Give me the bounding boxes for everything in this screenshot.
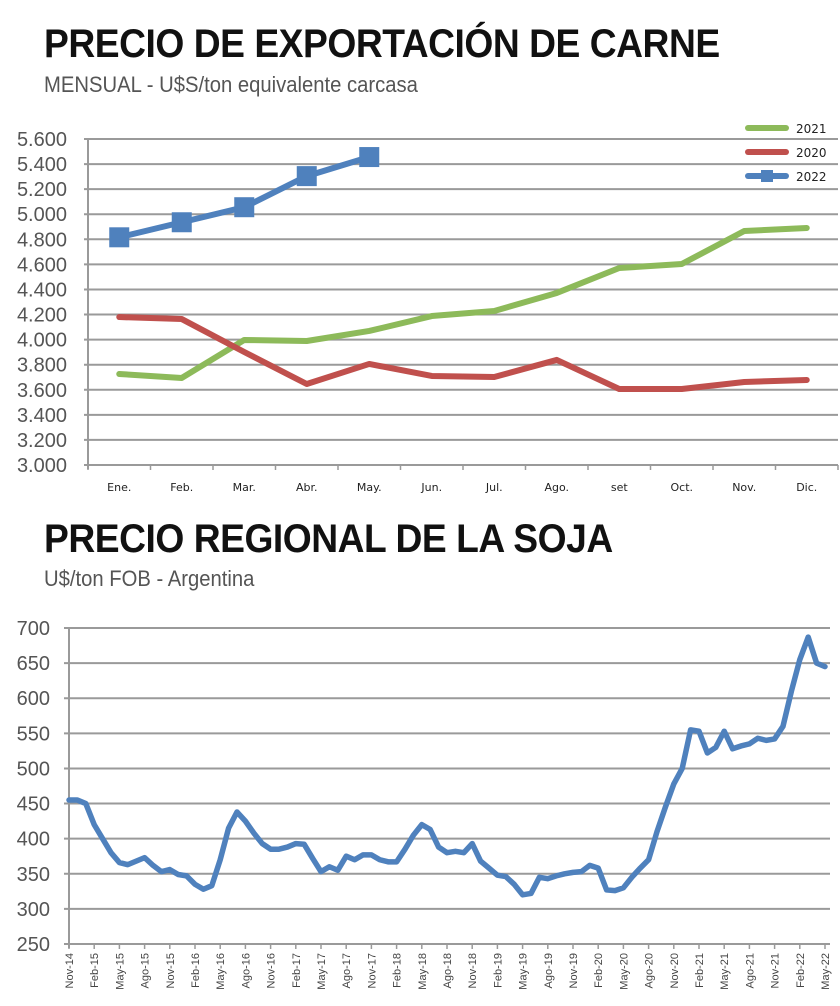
- soy-x-tick-label: Nov-21: [770, 953, 782, 988]
- soy-x-tick-label: Ago-15: [140, 953, 152, 988]
- meat-point-2022: [296, 166, 317, 187]
- soy-y-tick-label: 550: [17, 723, 50, 745]
- soy-x-tick-label: Ago-19: [543, 953, 555, 988]
- meat-y-tick-label: 5.000: [17, 204, 67, 226]
- meat-chart-subtitle: MENSUAL - U$S/ton equivalente carcasa: [44, 72, 418, 97]
- soy-x-tick-label: May-22: [820, 953, 832, 990]
- soy-x-tick-label: Feb-18: [392, 953, 404, 988]
- meat-y-tick-label: 4.200: [17, 305, 67, 327]
- meat-series: [109, 147, 810, 393]
- meat-x-tick-label: set: [611, 481, 628, 494]
- soy-x-tick-label: Feb-17: [291, 953, 303, 988]
- soy-y-tick-label: 650: [17, 653, 50, 675]
- soy-y-tick-label: 600: [17, 688, 50, 710]
- soy-x-tick-label: May-16: [215, 953, 227, 990]
- meat-x-tick-label: Oct.: [670, 481, 693, 494]
- soy-series: [66, 634, 828, 898]
- meat-y-tick-label: 3.800: [17, 355, 67, 377]
- meat-x-tick-label: Jul.: [485, 481, 503, 494]
- meat-y-axis: 3.000 3.200 3.400 3.600 3.800 4.000 4.200 4.400…: [17, 129, 67, 477]
- soy-y-tick-label: 700: [17, 618, 50, 640]
- soy-x-tick-label: Feb-15: [89, 953, 101, 988]
- meat-x-tick-label: Dic.: [796, 481, 817, 494]
- meat-legend: 2021 2020 2022: [745, 122, 827, 184]
- soy-x-tick-label: Ago-21: [744, 953, 756, 988]
- meat-export-price-chart: 3.000 3.200 3.400 3.600 3.800 4.000 4.200 4.400…: [17, 122, 839, 494]
- legend-label-2022: 2022: [796, 170, 827, 184]
- soy-y-tick-label: 300: [17, 899, 50, 921]
- meat-y-tick-label: 5.200: [17, 179, 67, 201]
- soy-y-tick-label: 450: [17, 794, 50, 816]
- meat-y-tick-label: 3.600: [17, 380, 67, 402]
- soy-y-axis: 250 300 350 400 450 500 550 600 650 700: [17, 618, 50, 956]
- soy-x-tick-label: May-17: [316, 953, 328, 990]
- legend-marker-2022: [761, 170, 773, 182]
- soy-x-tick-label: Nov-18: [467, 953, 479, 988]
- soy-x-tick-label: Ago-16: [240, 953, 252, 988]
- soy-x-tick-label: Ago-20: [644, 953, 656, 988]
- meat-point-2022: [234, 197, 255, 218]
- soy-y-tick-label: 350: [17, 864, 50, 886]
- soy-series-line: [66, 634, 828, 898]
- meat-y-tick-label: 3.400: [17, 405, 67, 427]
- meat-x-tick-label: May.: [357, 481, 382, 494]
- legend-label-2021: 2021: [796, 122, 827, 136]
- soy-x-tick-label: Nov-17: [366, 953, 378, 988]
- meat-y-tick-label: 3.200: [17, 430, 67, 452]
- soy-x-tick-label: May-21: [719, 953, 731, 990]
- soy-chart-title: PRECIO REGIONAL DE LA SOJA: [44, 517, 613, 561]
- soy-x-tick-label: May-18: [417, 953, 429, 990]
- meat-series-line-2020: [116, 314, 810, 393]
- meat-y-tick-label: 4.000: [17, 330, 67, 352]
- meat-x-tick-label: Ago.: [544, 481, 569, 494]
- soy-x-tick-label: Feb-19: [492, 953, 504, 988]
- soy-grid: [64, 627, 830, 948]
- soy-x-tick-label: Nov-20: [669, 953, 681, 988]
- meat-y-tick-label: 4.800: [17, 229, 67, 251]
- meat-y-tick-label: 4.600: [17, 254, 67, 276]
- soy-x-tick-label: May-19: [518, 953, 530, 990]
- soy-x-axis: Nov-14 Feb-15 May-15 Ago-15 Nov-15 Feb-16 May-…: [64, 944, 832, 990]
- soy-x-tick-label: Ago-17: [341, 953, 353, 988]
- soy-x-tick-label: Nov-19: [568, 953, 580, 988]
- soy-x-tick-label: Feb-20: [593, 953, 605, 988]
- meat-x-tick-label: Nov.: [732, 481, 756, 494]
- meat-y-tick-label: 3.000: [17, 455, 67, 477]
- meat-x-tick-label: Feb.: [170, 481, 193, 494]
- soy-x-tick-label: Nov-16: [266, 953, 278, 988]
- meat-point-2022: [359, 147, 380, 168]
- soy-chart-subtitle: U$/ton FOB - Argentina: [44, 566, 255, 591]
- soy-x-tick-label: Feb-22: [795, 953, 807, 988]
- soy-x-tick-label: Feb-21: [694, 953, 706, 988]
- soy-y-tick-label: 250: [17, 934, 50, 956]
- soy-y-tick-label: 500: [17, 758, 50, 780]
- meat-y-tick-label: 4.400: [17, 279, 67, 301]
- meat-y-tick-label: 5.400: [17, 154, 67, 176]
- meat-y-tick-label: 5.600: [17, 129, 67, 151]
- meat-point-2022: [171, 212, 192, 233]
- soy-x-tick-label: Ago-18: [442, 953, 454, 988]
- soy-y-tick-label: 400: [17, 829, 50, 851]
- meat-point-2022: [109, 227, 130, 248]
- meat-x-tick-label: Jun.: [420, 481, 442, 494]
- soy-x-tick-label: Feb-16: [190, 953, 202, 988]
- meat-x-tick-label: Ene.: [107, 481, 131, 494]
- meat-x-tick-label: Abr.: [296, 481, 318, 494]
- meat-x-tick-label: Mar.: [233, 481, 256, 494]
- meat-chart-title: PRECIO DE EXPORTACIÓN DE CARNE: [44, 22, 720, 66]
- meat-x-axis: Ene. Feb. Mar. Abr. May. Jun. Jul. Ago. set Oct. N…: [87, 465, 839, 494]
- soy-x-tick-label: May-20: [618, 953, 630, 990]
- soy-x-tick-label: May-15: [114, 953, 126, 990]
- soy-x-tick-label: Nov-14: [64, 953, 76, 988]
- soy-x-tick-label: Nov-15: [165, 953, 177, 988]
- legend-label-2020: 2020: [796, 146, 827, 160]
